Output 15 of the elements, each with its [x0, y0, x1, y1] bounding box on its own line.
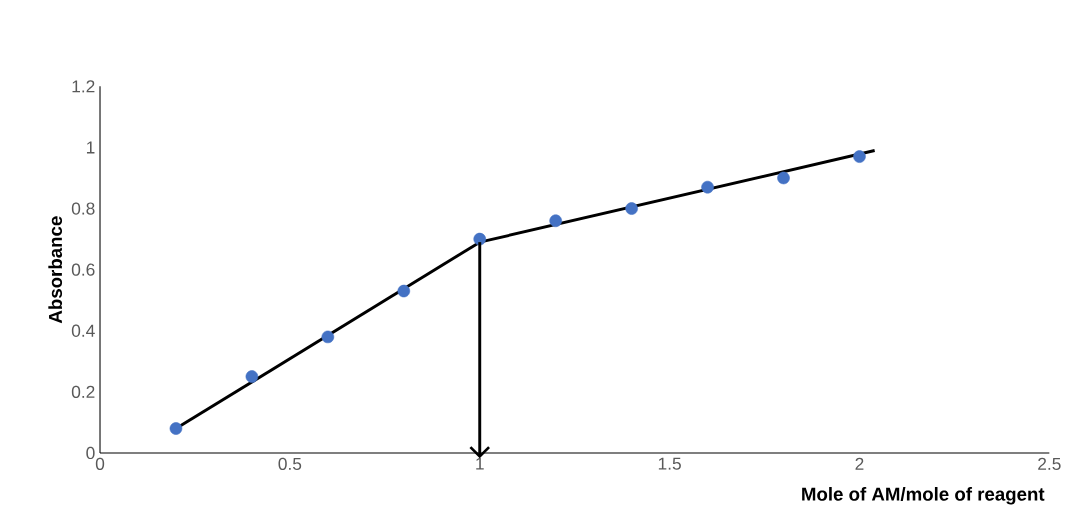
x-tick-label: 1: [476, 457, 484, 470]
x-tick-label: 2.5: [1038, 457, 1061, 470]
y-tick-label: 1.2: [72, 80, 95, 93]
x-axis-title: Mole of AM/mole of reagent: [802, 487, 1045, 505]
x-tick-label: 2: [855, 457, 864, 470]
y-tick-label: 0.6: [71, 263, 95, 276]
y-axis-title: Absorbance: [48, 216, 63, 324]
y-tick-label: 0.4: [71, 324, 95, 337]
y-tick-label: 0.8: [71, 202, 95, 215]
y-tick-label: 1: [86, 141, 95, 154]
x-tick-label: 0: [95, 457, 105, 470]
y-tick-label: 0: [86, 446, 95, 460]
x-tick-label: 0.5: [278, 457, 302, 470]
x-tick-label: 1.5: [658, 457, 681, 470]
y-tick-label: 0.2: [71, 385, 95, 399]
